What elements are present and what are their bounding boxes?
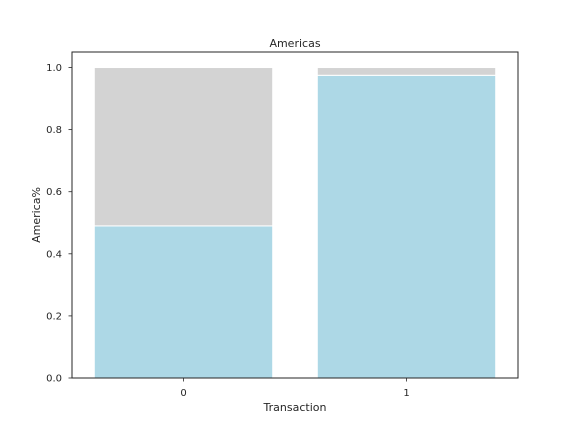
bar-0-segment-0 xyxy=(93,225,274,379)
y-tick-label: 0.6 xyxy=(46,187,62,198)
bars-group xyxy=(93,67,497,379)
x-tick-label: 0 xyxy=(180,388,186,399)
y-tick-label: 0.0 xyxy=(46,374,62,385)
y-axis-label: America% xyxy=(30,187,43,243)
y-tick-label: 0.2 xyxy=(46,311,62,322)
y-axis: 0.0 0.2 0.4 0.6 0.8 1.0 xyxy=(46,63,72,385)
x-tick-label: 1 xyxy=(403,388,409,399)
bar-1-segment-0 xyxy=(316,74,497,379)
bar-0-segment-1 xyxy=(93,67,274,227)
y-tick-label: 0.4 xyxy=(46,249,62,260)
plot-frame xyxy=(71,51,519,379)
y-tick-label: 1.0 xyxy=(46,63,62,74)
y-tick-label: 0.8 xyxy=(46,125,62,136)
chart-title: Americas xyxy=(269,37,320,50)
x-axis-label: Transaction xyxy=(263,401,327,414)
bar-1-segment-1 xyxy=(316,67,497,76)
